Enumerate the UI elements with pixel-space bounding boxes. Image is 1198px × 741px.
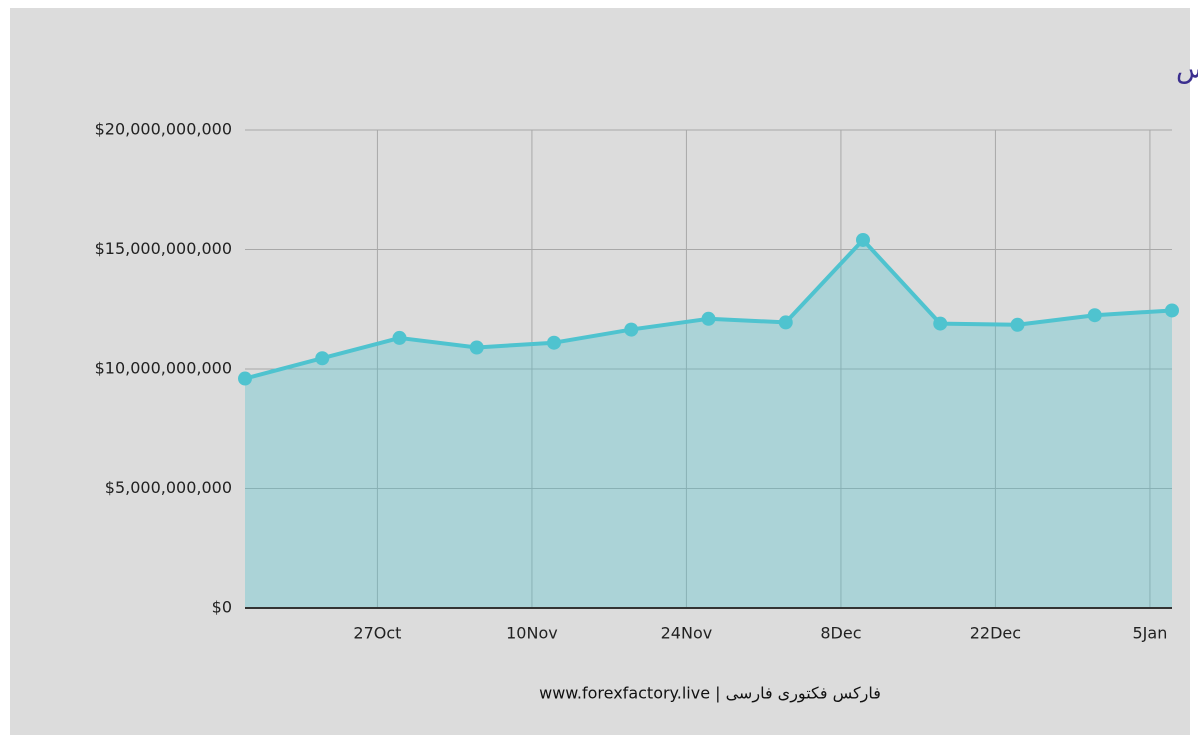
point — [778, 315, 793, 330]
point — [701, 311, 716, 326]
x-tick-label: 10Nov — [506, 624, 558, 643]
point — [1165, 303, 1179, 318]
chart-background — [10, 8, 1190, 735]
point — [1087, 308, 1102, 323]
x-tick-label: 22Dec — [970, 624, 1021, 643]
point — [238, 371, 252, 386]
y-tick-label: $5,000,000,000 — [105, 478, 232, 497]
y-tick-label: $10,000,000,000 — [95, 359, 232, 378]
point — [547, 335, 561, 350]
y-tick-label: $20,000,000,000 — [95, 120, 232, 139]
point — [315, 351, 330, 366]
footer: www.forexfactory.live | فارکس فکتوری فار… — [539, 684, 881, 704]
point — [856, 232, 870, 247]
x-tick-label: 24Nov — [661, 624, 713, 643]
chart-title: نمودار تغییرات ۳ ماهه ارزش قراردادهای با… — [1176, 54, 1198, 85]
point — [392, 330, 407, 345]
y-tick-label: $15,000,000,000 — [95, 239, 232, 258]
x-tick-label: 8Dec — [820, 624, 861, 643]
point — [1010, 317, 1025, 332]
x-tick-label: 27Oct — [353, 624, 401, 643]
x-tick-label: 5Jan — [1133, 624, 1168, 643]
point — [933, 316, 948, 331]
point — [469, 340, 484, 355]
y-tick-label: $0 — [212, 598, 232, 617]
point — [624, 322, 639, 337]
area-fill — [245, 239, 1172, 608]
